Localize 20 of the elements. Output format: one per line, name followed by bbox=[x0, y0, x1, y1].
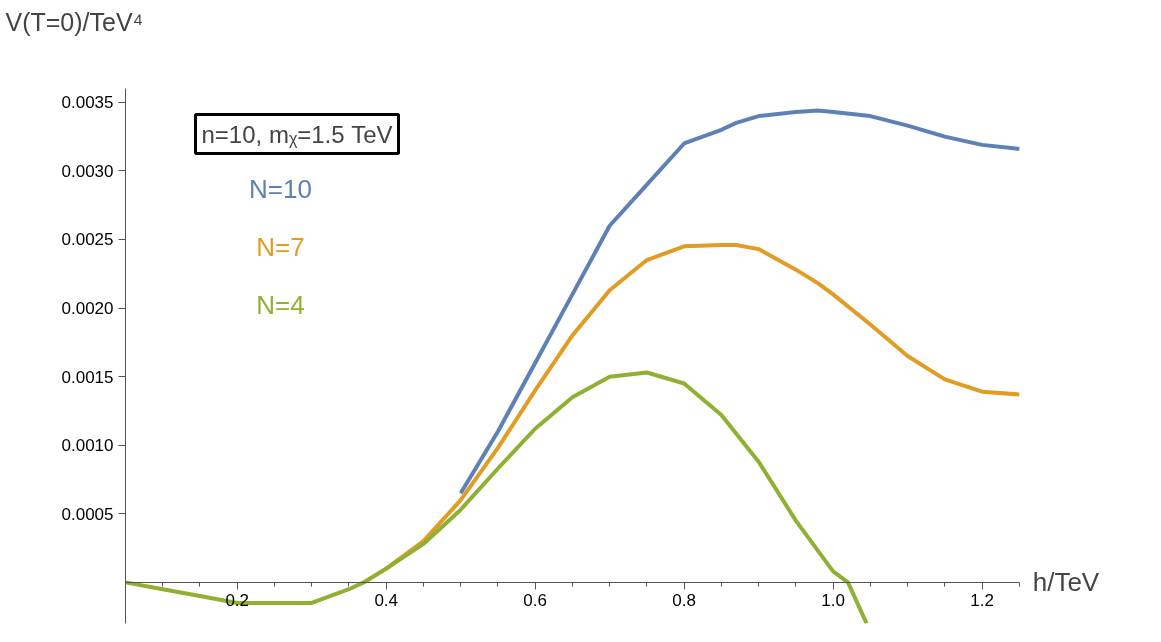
x-tick-label: 0.4 bbox=[374, 591, 399, 611]
y-tick-label: 0.0010 bbox=[61, 436, 114, 456]
y-tick-label: 0.0015 bbox=[61, 367, 114, 387]
text: N=10 bbox=[249, 173, 312, 204]
y-tick-label: 0.0005 bbox=[61, 504, 114, 524]
x-axis-title: h/TeV bbox=[1032, 567, 1100, 598]
x-tick-label: 0.6 bbox=[523, 591, 547, 611]
line-series bbox=[125, 370, 869, 624]
y-tick-label: 0.0025 bbox=[61, 230, 114, 250]
x-tick-label: 1.0 bbox=[821, 591, 845, 611]
y-axis-title: V(T=0)/TeV⁴ bbox=[5, 7, 144, 36]
x-tick-label: 1.2 bbox=[970, 591, 994, 611]
x-tick-label: 0.8 bbox=[672, 591, 696, 611]
y-tick-label: 0.0030 bbox=[61, 161, 114, 181]
text: N=4 bbox=[256, 289, 305, 320]
annotation: n=10, mᵪ=1.5 TeV bbox=[201, 120, 393, 148]
y-tick-label: 0.0035 bbox=[61, 93, 114, 113]
text: N=7 bbox=[256, 231, 305, 262]
y-tick-label: 0.0020 bbox=[61, 299, 114, 319]
line-series bbox=[458, 108, 1022, 496]
